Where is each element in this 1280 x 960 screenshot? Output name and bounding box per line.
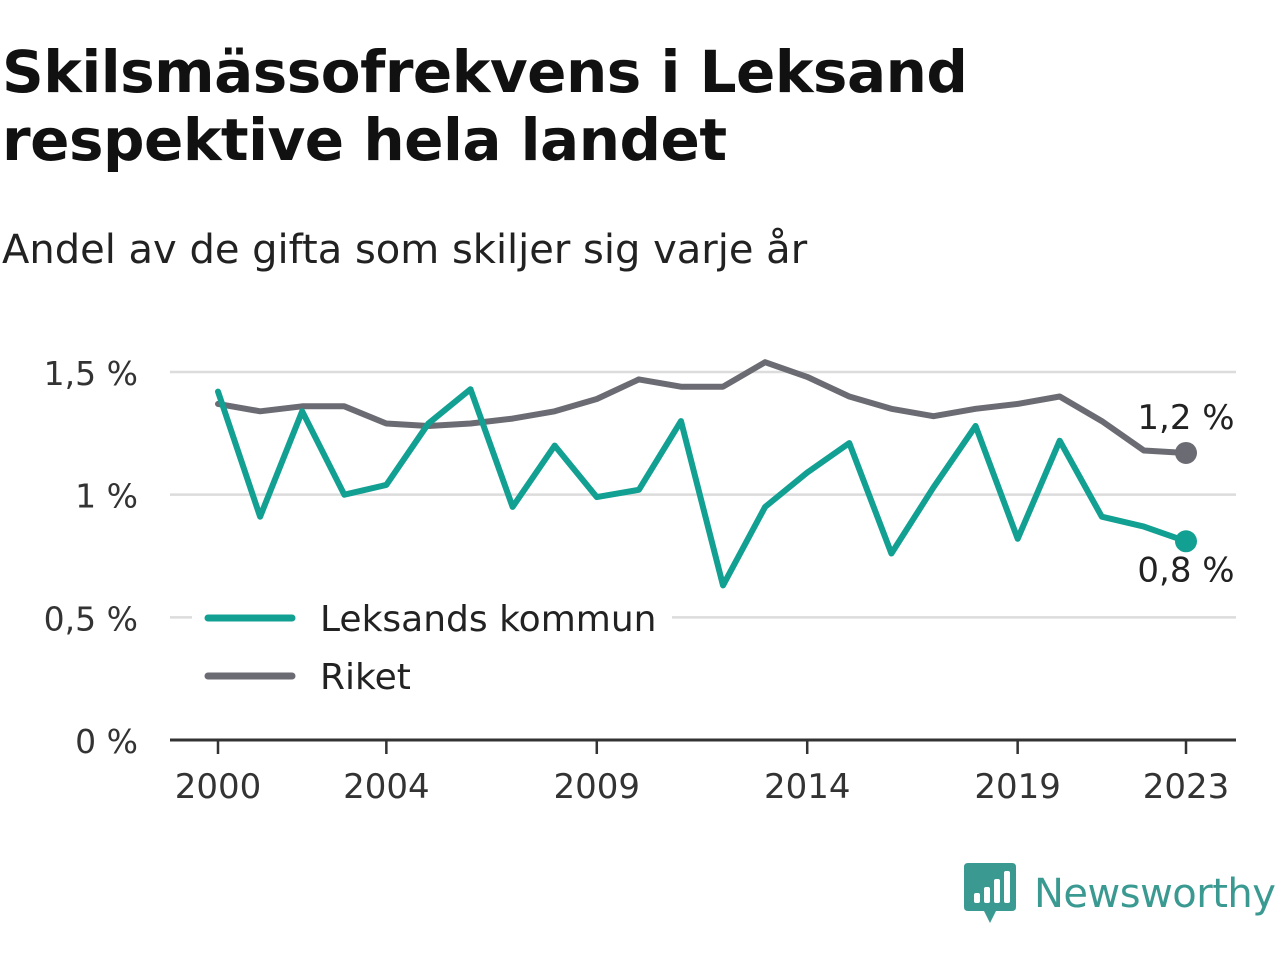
x-tick-label: 2023 bbox=[1143, 767, 1230, 807]
brand-name: Newsworthy bbox=[1034, 871, 1276, 917]
series-end-point bbox=[1175, 530, 1197, 553]
y-tick-label: 1 % bbox=[75, 477, 138, 516]
x-tick-label: 2014 bbox=[764, 767, 851, 807]
y-tick-label: 0 % bbox=[75, 722, 138, 761]
chart-subtitle: Andel av de gifta som skiljer sig varje … bbox=[2, 227, 808, 273]
y-tick-label: 0,5 % bbox=[44, 599, 138, 638]
chart-title: Skilsmässofrekvens i Leksand respektive … bbox=[2, 38, 968, 174]
legend-background bbox=[192, 590, 672, 702]
series-line bbox=[215, 386, 1189, 589]
x-tick-label: 2009 bbox=[554, 767, 641, 807]
x-tick-label: 2000 bbox=[175, 767, 262, 807]
x-tick-label: 2004 bbox=[343, 767, 430, 807]
series-end-point bbox=[1175, 441, 1197, 464]
x-tick-label: 2019 bbox=[974, 767, 1061, 807]
newsworthy-bar-chart-icon bbox=[964, 863, 1016, 923]
legend-label: Leksands kommun bbox=[320, 599, 656, 640]
y-tick-label: 1,5 % bbox=[44, 354, 138, 393]
series-line bbox=[215, 359, 1189, 456]
series-end-label: 1,2 % bbox=[1137, 398, 1234, 438]
series-end-label: 0,8 % bbox=[1137, 550, 1234, 590]
legend-label: Riket bbox=[320, 657, 411, 698]
newsworthy-logo: Newsworthy bbox=[964, 862, 1276, 926]
